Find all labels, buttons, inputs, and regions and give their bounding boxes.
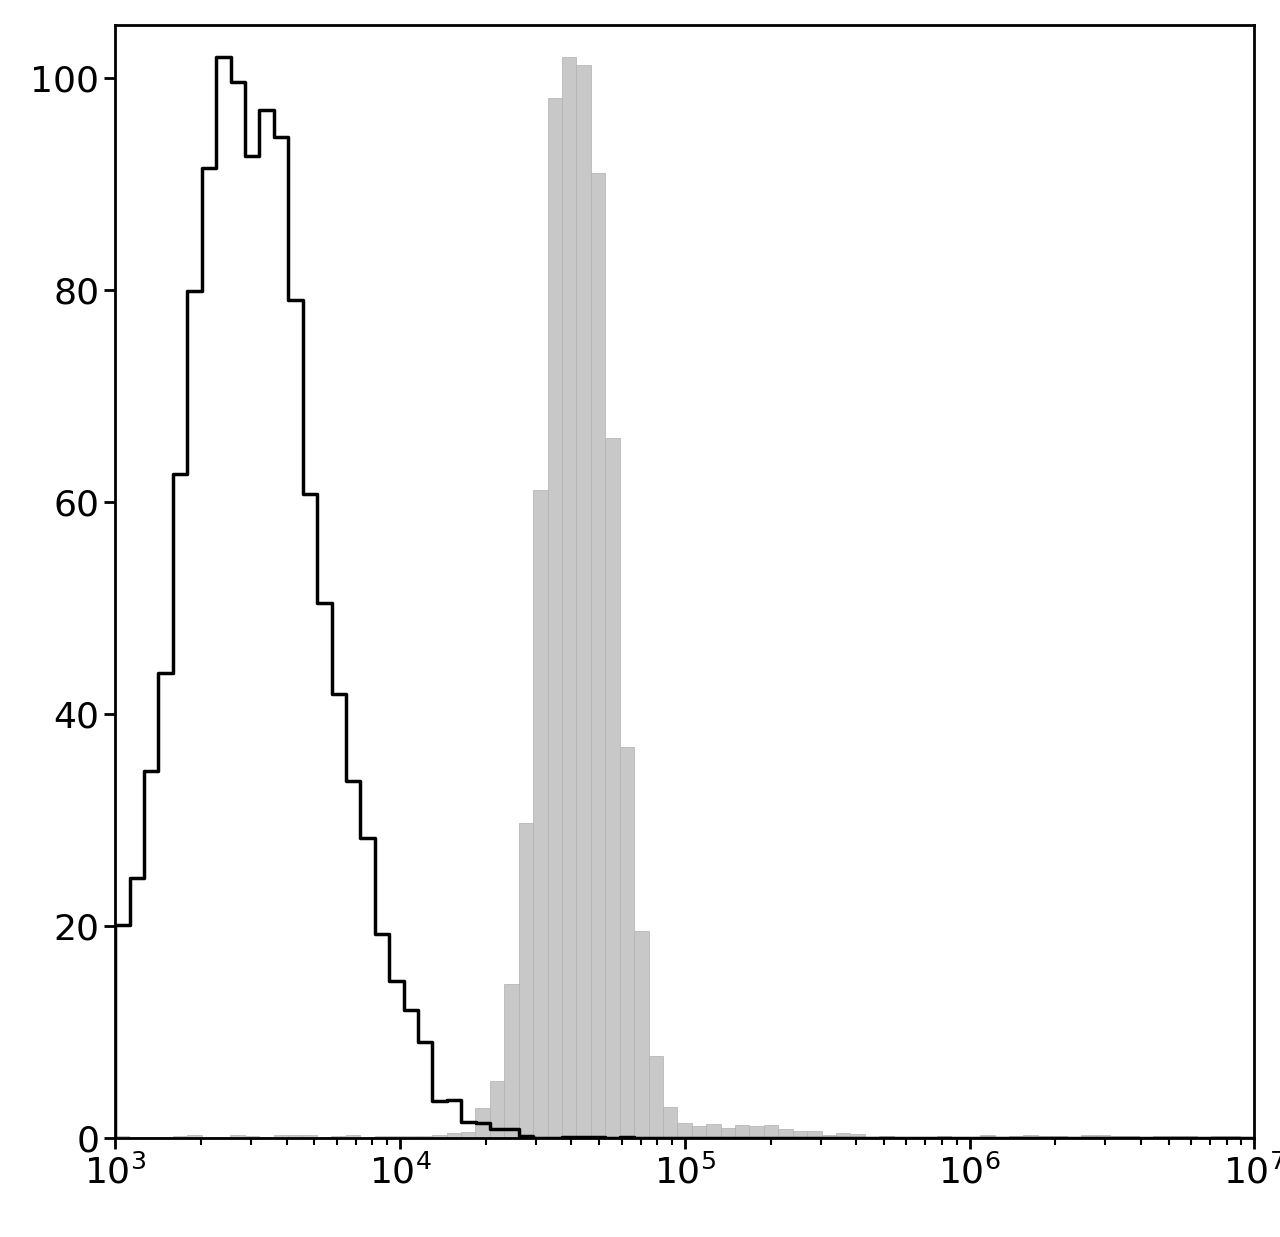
Bar (230, 1136, 244, 1138)
Bar (346, 1136, 360, 1138)
Bar (691, 1126, 707, 1138)
Bar (879, 1137, 893, 1138)
Bar (792, 1131, 808, 1138)
Bar (317, 1137, 332, 1138)
Bar (302, 1136, 317, 1138)
Bar (461, 1132, 475, 1138)
Bar (375, 1136, 389, 1138)
Bar (1225, 1136, 1240, 1138)
Bar (504, 985, 518, 1138)
Bar (893, 1137, 908, 1138)
Bar (707, 1124, 721, 1138)
Bar (548, 98, 562, 1138)
Bar (865, 1137, 879, 1138)
Bar (534, 490, 548, 1138)
Bar (129, 1137, 143, 1138)
Bar (822, 1136, 836, 1138)
Bar (808, 1131, 822, 1138)
Bar (1096, 1136, 1110, 1138)
Bar (518, 823, 534, 1138)
Bar (576, 64, 591, 1138)
Bar (677, 1123, 691, 1138)
Bar (634, 931, 649, 1138)
Bar (937, 1137, 951, 1138)
Bar (980, 1136, 995, 1138)
Bar (1082, 1134, 1096, 1138)
Bar (115, 1136, 129, 1138)
Bar (173, 1137, 187, 1138)
Bar (143, 1137, 159, 1138)
Bar (750, 1126, 764, 1138)
Bar (403, 1137, 417, 1138)
Bar (1052, 1137, 1066, 1138)
Bar (1009, 1136, 1024, 1138)
Bar (995, 1137, 1009, 1138)
Bar (836, 1133, 850, 1138)
Bar (433, 1136, 447, 1138)
Bar (1139, 1137, 1153, 1138)
Bar (490, 1081, 504, 1138)
Bar (605, 438, 620, 1138)
Bar (1211, 1136, 1225, 1138)
Bar (332, 1136, 346, 1138)
Bar (1038, 1137, 1052, 1138)
Bar (1167, 1136, 1183, 1138)
Bar (778, 1128, 792, 1138)
Bar (649, 1056, 663, 1138)
Bar (1197, 1137, 1211, 1138)
Bar (850, 1134, 865, 1138)
Bar (1124, 1137, 1139, 1138)
Bar (288, 1136, 302, 1138)
Bar (562, 57, 576, 1138)
Bar (274, 1134, 288, 1138)
Bar (1181, 1136, 1197, 1138)
Bar (1024, 1136, 1038, 1138)
Bar (389, 1136, 403, 1138)
Bar (475, 1108, 490, 1138)
Bar (663, 1107, 677, 1138)
Bar (735, 1124, 750, 1138)
Bar (417, 1137, 433, 1138)
Bar (187, 1134, 201, 1138)
Bar (447, 1133, 461, 1138)
Bar (721, 1127, 735, 1138)
Bar (764, 1126, 778, 1138)
Bar (1110, 1136, 1124, 1138)
Bar (244, 1136, 260, 1138)
Bar (620, 747, 634, 1138)
Bar (591, 173, 605, 1138)
Bar (1153, 1136, 1167, 1138)
